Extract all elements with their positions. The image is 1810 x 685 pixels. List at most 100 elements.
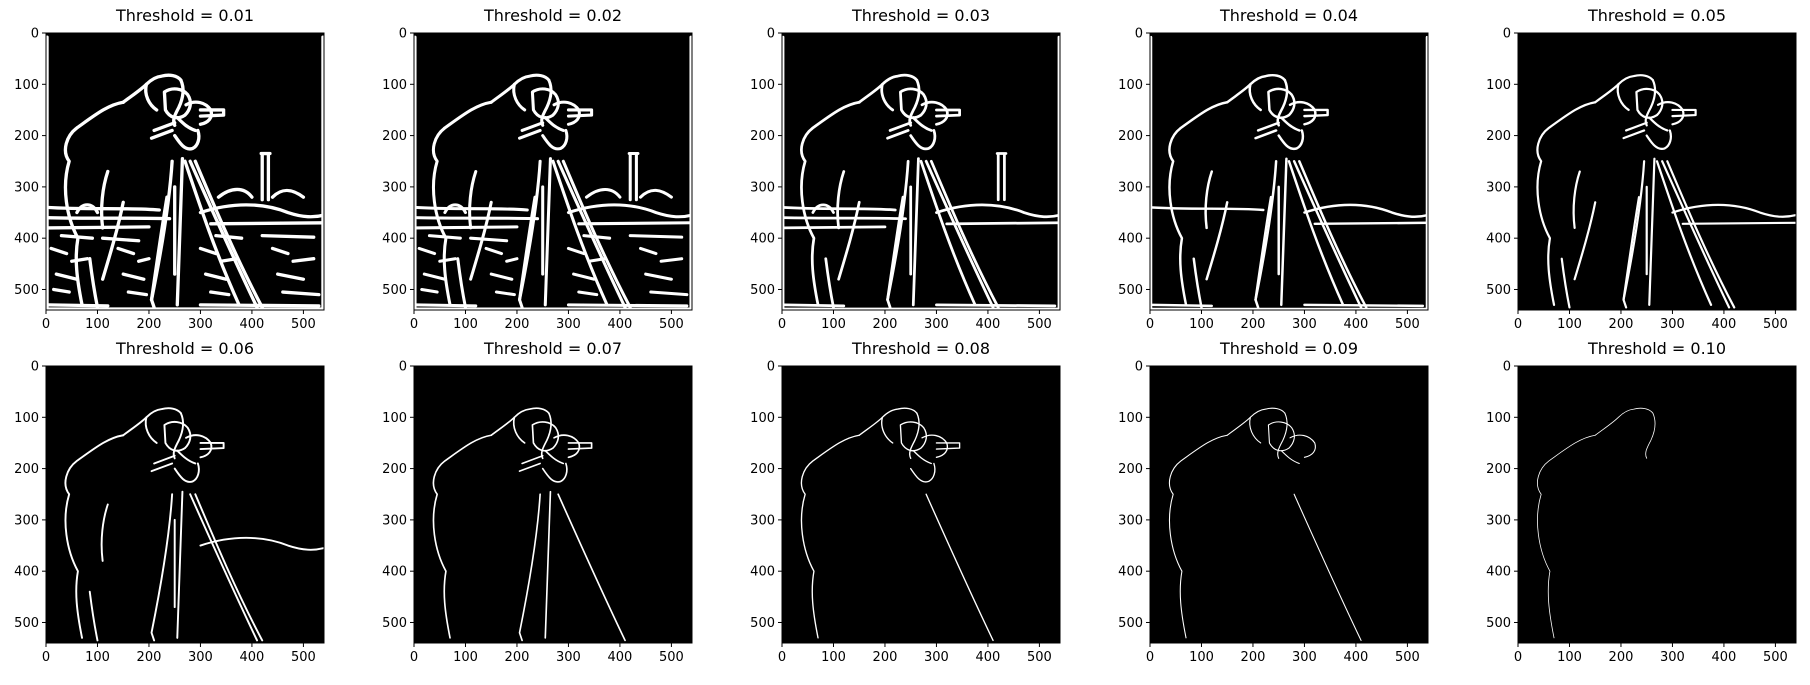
y-tick-label: 500 bbox=[382, 283, 407, 298]
edge-stroke bbox=[1292, 160, 1363, 309]
y-tick-label: 100 bbox=[14, 78, 39, 93]
y-tick-label: 0 bbox=[399, 27, 407, 42]
axes-frame bbox=[1517, 365, 1797, 644]
x-tick-label: 100 bbox=[1557, 317, 1582, 332]
edge-stroke bbox=[427, 234, 684, 243]
y-tick-label: 400 bbox=[1118, 565, 1143, 580]
x-tick-label: 0 bbox=[1146, 650, 1154, 665]
edge-stroke bbox=[945, 221, 1062, 226]
edge-stroke bbox=[198, 203, 326, 219]
x-tick-label: 400 bbox=[608, 317, 633, 332]
panel-title: Threshold = 0.01 bbox=[115, 6, 255, 25]
y-tick-label: 400 bbox=[14, 565, 39, 580]
panel-title: Threshold = 0.03 bbox=[851, 6, 991, 25]
edge-stroke bbox=[144, 416, 158, 444]
edge-stroke bbox=[518, 493, 541, 642]
edge-stroke bbox=[415, 303, 689, 308]
edge-stroke bbox=[1276, 78, 1289, 127]
edge-stroke bbox=[63, 100, 125, 307]
y-tick-label: 300 bbox=[750, 180, 775, 195]
y-tick-label: 300 bbox=[1486, 180, 1511, 195]
edge-stroke bbox=[259, 151, 272, 202]
x-tick-label: 100 bbox=[85, 650, 110, 665]
edge-stroke bbox=[909, 129, 937, 151]
y-tick-label: 300 bbox=[1118, 180, 1143, 195]
y-tick-label: 0 bbox=[767, 360, 775, 375]
edge-stroke bbox=[412, 216, 540, 221]
edge-stroke bbox=[1622, 129, 1646, 140]
edge-stroke bbox=[1645, 129, 1672, 151]
x-tick-label: 100 bbox=[1189, 650, 1214, 665]
y-tick-label: 200 bbox=[14, 129, 39, 144]
edge-stroke bbox=[1313, 221, 1430, 226]
y-tick-label: 200 bbox=[1118, 462, 1143, 477]
x-tick-label: 200 bbox=[137, 650, 162, 665]
edge-stroke bbox=[198, 246, 239, 297]
y-tick-label: 300 bbox=[14, 180, 39, 195]
x-tick-label: 500 bbox=[1027, 317, 1052, 332]
edge-stroke bbox=[172, 412, 184, 460]
edge-stroke bbox=[541, 128, 569, 151]
edge-stroke bbox=[176, 490, 184, 639]
edge-image-axes: 0 100 200 300 400 500 0 100 200 300 400 500 bbox=[14, 360, 325, 665]
edge-stroke bbox=[1661, 160, 1731, 309]
edge-stroke bbox=[520, 121, 545, 132]
edge-image bbox=[46, 33, 324, 310]
edge-stroke bbox=[1298, 160, 1368, 309]
edge-stroke bbox=[162, 87, 193, 120]
edge-stroke bbox=[44, 225, 151, 230]
edge-stroke bbox=[577, 221, 694, 226]
edge-stroke bbox=[199, 441, 225, 451]
y-tick-label: 100 bbox=[382, 78, 407, 93]
edge-stroke bbox=[544, 449, 565, 465]
y-tick-label: 0 bbox=[31, 27, 39, 42]
x-tick-label: 100 bbox=[453, 650, 478, 665]
edge-stroke bbox=[1277, 129, 1305, 151]
edge-stroke bbox=[925, 493, 994, 642]
edge-stroke bbox=[556, 159, 627, 309]
edge-stroke bbox=[800, 434, 860, 639]
y-tick-label: 100 bbox=[1118, 78, 1143, 93]
edge-stroke bbox=[1293, 493, 1362, 641]
edge-image bbox=[1150, 366, 1428, 643]
edge-stroke bbox=[150, 462, 174, 473]
axes-frame bbox=[413, 32, 693, 311]
y-tick-label: 0 bbox=[1503, 360, 1511, 375]
y-tick-label: 300 bbox=[750, 513, 775, 528]
edge-stroke bbox=[1560, 257, 1571, 309]
edge-stroke bbox=[1625, 121, 1648, 132]
edge-stroke bbox=[1594, 407, 1654, 436]
edge-stroke bbox=[431, 100, 493, 307]
axes-frame bbox=[1149, 365, 1429, 644]
y-tick-label: 200 bbox=[750, 462, 775, 477]
edge-stroke bbox=[561, 159, 632, 309]
edge-stroke bbox=[1303, 203, 1430, 219]
edge-stroke bbox=[908, 78, 921, 127]
edge-stroke bbox=[1622, 196, 1641, 301]
y-tick-label: 500 bbox=[750, 616, 775, 631]
edge-stroke bbox=[1645, 412, 1656, 459]
panel-title: Threshold = 0.09 bbox=[1219, 339, 1359, 358]
edge-stroke bbox=[152, 121, 177, 133]
x-tick-label: 200 bbox=[1241, 317, 1266, 332]
axes-frame bbox=[413, 365, 693, 644]
threshold-panel: Threshold = 0.02 0 100 200 300 400 500 0 100 200 3… bbox=[368, 0, 716, 352]
x-tick-label: 400 bbox=[976, 317, 1001, 332]
x-tick-label: 100 bbox=[1189, 317, 1214, 332]
edge-stroke bbox=[857, 73, 919, 104]
panel-title: Threshold = 0.07 bbox=[483, 339, 623, 358]
edge-stroke bbox=[417, 246, 457, 294]
edge-stroke bbox=[1226, 407, 1286, 436]
x-tick-label: 200 bbox=[1609, 650, 1634, 665]
edge-stroke bbox=[888, 121, 913, 132]
edge-stroke bbox=[518, 462, 541, 472]
edge-stroke bbox=[512, 416, 526, 444]
edge-image bbox=[46, 366, 324, 643]
threshold-panel: Threshold = 0.08 0 100 200 300 400 500 0 100 200 3… bbox=[736, 333, 1084, 685]
panel-title: Threshold = 0.10 bbox=[1587, 339, 1727, 358]
edge-stroke bbox=[1148, 206, 1265, 212]
edge-image bbox=[782, 366, 1060, 643]
edge-stroke bbox=[543, 116, 565, 132]
edge-stroke bbox=[144, 82, 159, 112]
